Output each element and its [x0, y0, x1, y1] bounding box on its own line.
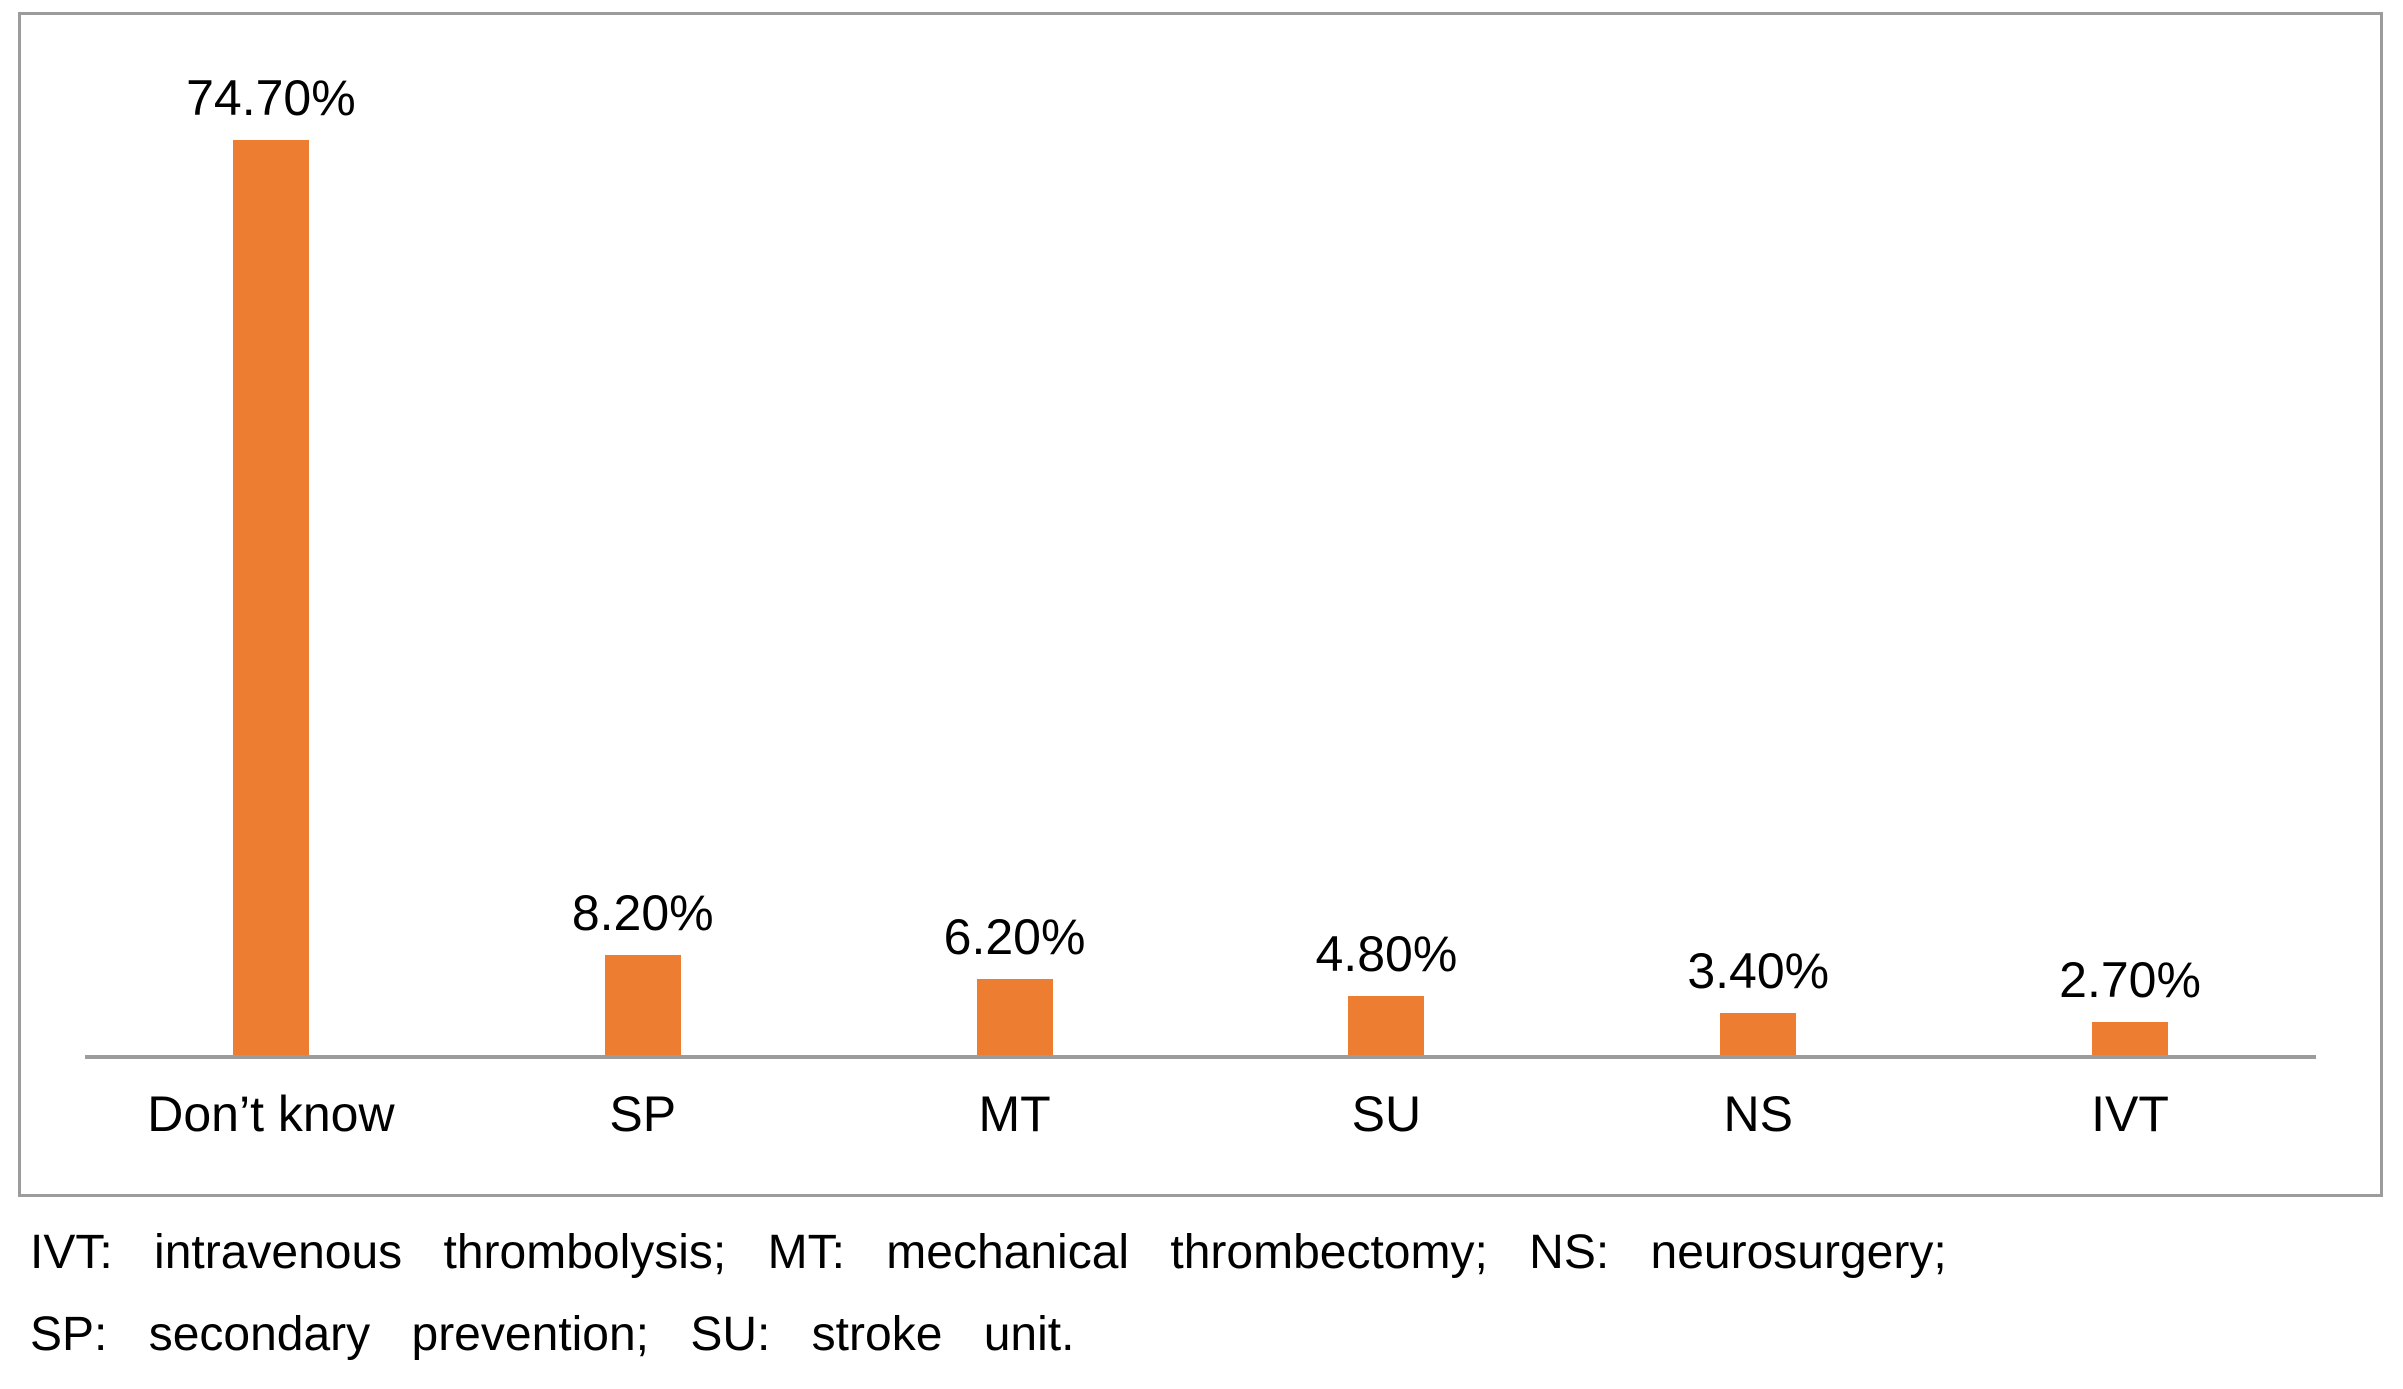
x-axis-labels: Don’t know SP MT SU NS IVT — [21, 1087, 2380, 1142]
x-axis-label-ivt: IVT — [2091, 1086, 2169, 1142]
chart-frame: 74.70% 8.20% 6.20% 4.80% 3.40% 2.70% — [18, 12, 2383, 1197]
bar-group-su: 4.80% — [1200, 15, 1572, 1055]
bar-group-sp: 8.20% — [457, 15, 829, 1055]
plot-area: 74.70% 8.20% 6.20% 4.80% 3.40% 2.70% — [21, 15, 2380, 1055]
x-axis-line — [85, 1055, 2316, 1059]
bar-dont-know — [232, 140, 309, 1055]
bar-value-label: 8.20% — [571, 885, 714, 941]
x-axis-label-dont-know: Don’t know — [147, 1086, 395, 1142]
x-axis-label-mt: MT — [978, 1086, 1051, 1142]
bar-value-label: 4.80% — [1315, 926, 1458, 982]
bar-group-mt: 6.20% — [829, 15, 1201, 1055]
bar-ivt — [2092, 1022, 2169, 1055]
x-axis-label-ns: NS — [1723, 1086, 1793, 1142]
bar-sp — [604, 955, 681, 1055]
bar-value-label: 74.70% — [186, 70, 356, 126]
abbreviation-caption: IVT: intravenous thrombolysis; MT: mecha… — [30, 1212, 2380, 1376]
caption-line-1: IVT: intravenous thrombolysis; MT: mecha… — [30, 1226, 1947, 1279]
bar-su — [1348, 996, 1425, 1055]
bar-ns — [1720, 1013, 1797, 1055]
bar-mt — [976, 979, 1053, 1055]
x-axis-label-su: SU — [1351, 1086, 1422, 1142]
bar-value-label: 6.20% — [943, 909, 1086, 965]
caption-line-2: SP: secondary prevention; SU: stroke uni… — [30, 1308, 1075, 1361]
bar-group-ns: 3.40% — [1572, 15, 1944, 1055]
bar-group-dont-know: 74.70% — [85, 15, 457, 1055]
bar-group-ivt: 2.70% — [1944, 15, 2316, 1055]
x-axis-label-sp: SP — [609, 1086, 677, 1142]
bar-value-label: 3.40% — [1687, 943, 1830, 999]
bar-value-label: 2.70% — [2059, 952, 2201, 1008]
